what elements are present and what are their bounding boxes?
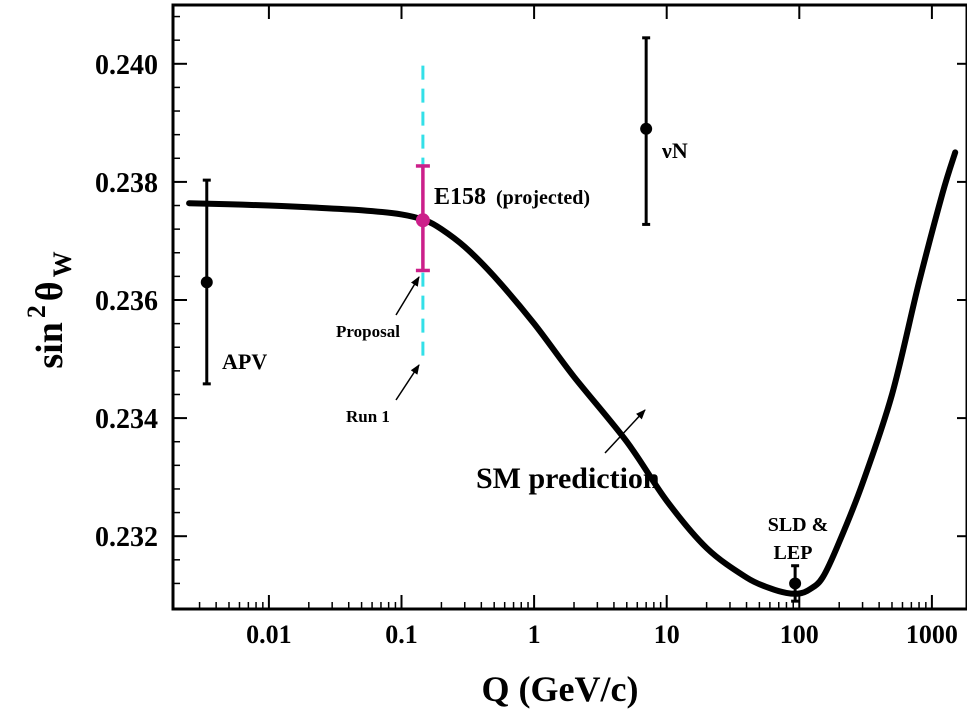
sm-prediction-label: SM prediction [476, 462, 660, 495]
y-tick-label: 0.232 [95, 522, 158, 553]
e158-point [415, 213, 430, 228]
sm-arrow [604, 409, 646, 454]
y-axis-title: sin 2 θ W [22, 251, 77, 368]
y-tick-label: 0.238 [95, 168, 158, 199]
sld-label-line1: SLD & [768, 514, 829, 536]
nun-label: νN [661, 138, 688, 163]
y-axis-title-theta: θ [29, 281, 71, 301]
plot-frame [171, 3, 967, 611]
x-tick-label: 10 [654, 620, 680, 649]
n-point [640, 122, 653, 135]
proposal-arrow [395, 276, 420, 316]
e158-label-sub: (projected) [496, 187, 590, 209]
e158-label: E158 (projected) [434, 184, 590, 210]
e158-label-main: E158 [434, 184, 486, 210]
y-axis-title-sin: sin [29, 322, 71, 368]
x-tick-label: 1000 [906, 620, 958, 649]
apv-point [200, 276, 213, 289]
x-tick-label: 1 [528, 620, 541, 649]
y-axis-title-sup: 2 [22, 305, 51, 318]
sld-point [789, 577, 802, 590]
y-tick-label: 0.236 [95, 286, 158, 317]
y-tick-label: 0.240 [95, 50, 158, 81]
proposal-label: Proposal [336, 322, 400, 341]
apv-label: APV [222, 349, 267, 374]
x-axis-title: Q (GeV/c) [482, 669, 639, 709]
y-axis: 0.232 0.234 0.236 0.238 0.240 [95, 50, 967, 553]
run1-label: Run 1 [346, 407, 390, 426]
x-axis: 0.01 0.1 1 10 100 1000 [246, 5, 958, 649]
x-tick-label: 100 [780, 620, 819, 649]
y-axis-title-sub: W [48, 251, 77, 277]
data-points [200, 36, 802, 603]
x-tick-label: 0.01 [246, 620, 292, 649]
sld-label-line2: LEP [774, 542, 813, 564]
y-tick-label: 0.234 [95, 404, 158, 435]
sm-prediction-curve [186, 149, 959, 597]
run1-arrow [395, 364, 420, 401]
x-tick-label: 0.1 [385, 620, 418, 649]
